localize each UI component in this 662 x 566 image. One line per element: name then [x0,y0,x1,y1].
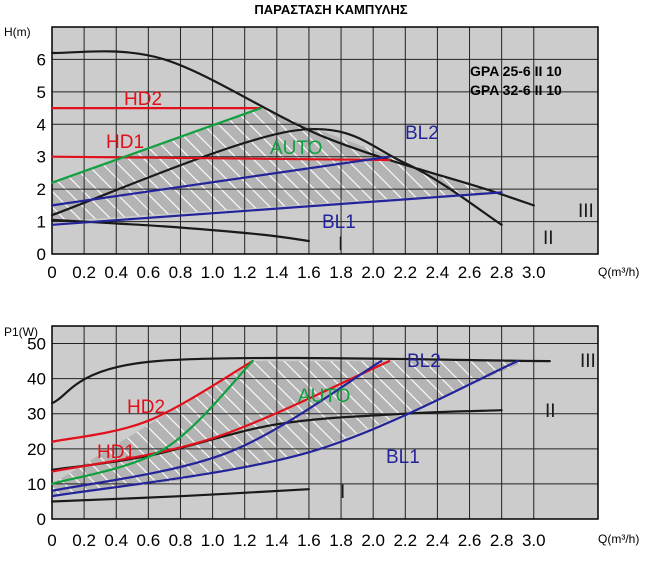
y-tick-label: 30 [27,405,46,424]
x-tick-label: 1.4 [265,263,289,282]
x-tick-label: 2.4 [426,263,450,282]
x-tick-label: 2.6 [458,263,482,282]
model-label: GPA 25-6 II 10 [470,63,562,79]
x-tick-label: 1.6 [297,263,321,282]
y-tick-label: 20 [27,440,46,459]
series-line-bl1 [50,360,519,498]
x-tick-label: 0 [47,263,56,282]
plot-border [51,325,599,520]
series-label-auto: AUTO [298,386,350,407]
x-tick-label: 2.2 [393,263,417,282]
y-tick-label: 40 [27,370,46,389]
series-label-hd2: HD2 [127,397,165,418]
series-label-bl1: BL1 [386,447,420,468]
y-tick-label: 6 [37,50,46,69]
series-line-iii [50,356,551,405]
series-label-iii: III [580,351,596,372]
x-tick-label: 0.6 [137,531,161,550]
x-tick-label: 0.4 [104,531,128,550]
x-tick-label: 1.8 [329,531,353,550]
series-label-ii: II [543,228,554,249]
x-tick-label: 2.0 [361,531,385,550]
y-tick-label: 10 [27,475,46,494]
auto-hatched-region [52,108,486,222]
x-tick-label: 2.4 [426,531,450,550]
y-tick-label: 5 [37,83,46,102]
x-tick-label: 1.0 [201,531,225,550]
series-label-i: I [340,482,345,503]
y-tick-label: 0 [37,245,46,264]
auto-hatched-region [52,361,526,497]
series-label-auto: AUTO [270,138,322,159]
series-label-hd1: HD1 [97,442,135,463]
chart-2: 0 0.2 0.4 0.6 0.8 1.0 1.2 1.4 1.6 1.8 2.0 2.2 2.4 2.6… [4,325,639,550]
x-tick-label: 0.2 [72,531,96,550]
x-tick-label: 1.6 [297,531,321,550]
x-tick-label: 0 [47,531,56,550]
x-axis-label: Q(m³/h) [598,532,639,546]
x-tick-label: 2.0 [361,263,385,282]
y-tick-label: 3 [37,148,46,167]
x-tick-label: 1.2 [233,263,257,282]
series-label-hd2: HD2 [124,89,162,110]
x-tick-label: 1.4 [265,531,289,550]
x-tick-label: 2.2 [393,531,417,550]
series-label-bl2: BL2 [407,351,441,372]
x-tick-label: 0.8 [169,263,193,282]
series-line-i [50,488,310,503]
series-label-i: I [338,234,343,255]
x-tick-label: 3.0 [522,531,546,550]
series-line-auto [50,360,254,485]
model-label: GPA 32-6 II 10 [470,82,562,98]
series-line-bl2 [50,155,391,207]
x-tick-label: 1.2 [233,531,257,550]
series-line-auto [50,107,262,184]
x-tick-label: 2.8 [490,531,514,550]
series-line-ii [50,127,503,226]
x-tick-label: 0.8 [169,531,193,550]
x-tick-label: 0.2 [72,263,96,282]
series-line-bl2 [50,360,383,492]
chart-page-title: ΠΑΡΑΣΤΑΣΗ ΚΑΜΠΥΛΗΣ [254,2,408,17]
series-label-iii: III [578,201,594,222]
x-tick-label: 3.0 [522,263,546,282]
series-line-hd1 [50,360,391,473]
x-tick-label: 1.0 [201,263,225,282]
series-label-ii: II [545,401,556,422]
y-axis-label: H(m) [4,25,31,39]
series-label-bl2: BL2 [405,123,439,144]
y-tick-label: 1 [37,213,46,232]
series-line-bl1 [50,191,503,226]
x-tick-label: 2.6 [458,531,482,550]
y-tick-label: 0 [37,510,46,529]
x-tick-label: 2.8 [490,263,514,282]
y-tick-label: 2 [37,180,46,199]
series-label-hd1: HD1 [106,132,144,153]
series-label-bl1: BL1 [322,212,356,233]
x-tick-label: 1.8 [329,263,353,282]
series-line-hd1 [50,155,391,162]
plot-border [51,26,599,255]
y-tick-label: 50 [27,335,46,354]
series-line-iii [50,50,535,207]
y-tick-label: 4 [37,115,46,134]
series-line-hd2 [50,360,254,443]
y-axis-label: P1(W) [4,325,38,339]
x-tick-label: 0.4 [104,263,128,282]
x-tick-label: 0.6 [137,263,161,282]
x-axis-label: Q(m³/h) [598,265,639,279]
chart-1: 0 0.2 0.4 0.6 0.8 1.0 1.2 1.4 1.6 1.8 2.0 2.2 2.4 2.6… [4,25,639,282]
